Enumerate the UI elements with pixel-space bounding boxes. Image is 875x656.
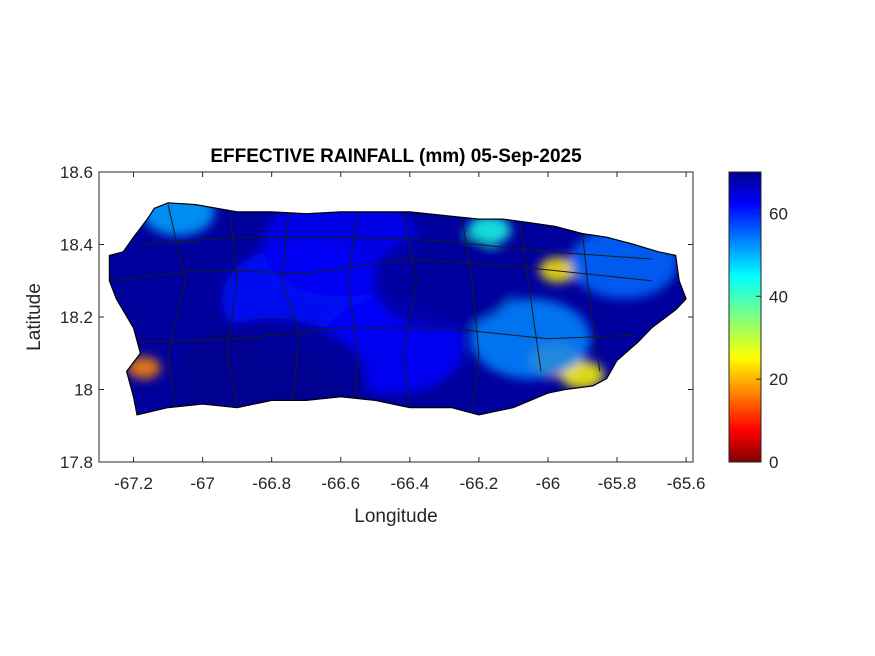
y-tick-label: 18.2 — [60, 308, 93, 327]
x-tick-label: -66.6 — [321, 474, 360, 493]
x-axis: -67.2 -67 -66.8 -66.6 -66.4 -66.2 -66 -65.8 -65.… — [114, 172, 705, 493]
municipality-line — [519, 222, 542, 372]
island-outline — [108, 202, 687, 416]
x-tick-label: -67.2 — [114, 474, 153, 493]
y-tick-label: 18.4 — [60, 236, 93, 255]
rainfall-cell — [127, 356, 161, 379]
y-axis: 17.8 18 18.2 18.4 18.6 — [60, 163, 693, 472]
x-tick-label: -66.8 — [252, 474, 291, 493]
municipality-line — [347, 211, 359, 397]
municipality-line — [402, 211, 418, 408]
municipality-line — [461, 215, 480, 415]
colorbar — [728, 171, 762, 463]
y-tick-label: 18.6 — [60, 163, 93, 182]
x-tick-label: -66.2 — [460, 474, 499, 493]
rainfall-cell — [467, 215, 511, 245]
x-tick-label: -65.8 — [598, 474, 637, 493]
y-tick-label: 18 — [74, 381, 93, 400]
colorbar-tick-label: 40 — [769, 287, 788, 306]
x-tick-label: -66 — [536, 474, 561, 493]
x-tick-label: -66.4 — [390, 474, 429, 493]
chart-title: EFFECTIVE RAINFALL (mm) 05-Sep-2025 — [210, 146, 582, 167]
rainfall-cell — [142, 202, 215, 236]
municipality-line — [281, 211, 300, 401]
x-tick-label: -67 — [190, 474, 215, 493]
municipality-line — [140, 236, 652, 260]
municipality-line — [167, 204, 186, 408]
x-axis-label: Longitude — [354, 506, 437, 527]
rainfall-cell — [372, 232, 517, 329]
y-tick-label: 17.8 — [60, 453, 93, 472]
rainfall-map — [108, 202, 687, 416]
municipality-line — [226, 211, 238, 408]
municipality-line — [582, 233, 601, 372]
rainfall-cell — [470, 298, 591, 379]
x-tick-label: -65.6 — [667, 474, 706, 493]
municipality-line — [126, 327, 635, 343]
colorbar-ticks: 0 20 40 60 — [756, 204, 788, 472]
colorbar-tick-label: 0 — [769, 453, 778, 472]
rainfall-cell — [539, 257, 578, 283]
colorbar-tick-label: 60 — [769, 204, 788, 223]
y-axis-label: Latitude — [24, 283, 45, 351]
colorbar-tick-label: 20 — [769, 370, 788, 389]
municipality-boundaries — [109, 204, 652, 415]
municipality-line — [109, 258, 652, 282]
